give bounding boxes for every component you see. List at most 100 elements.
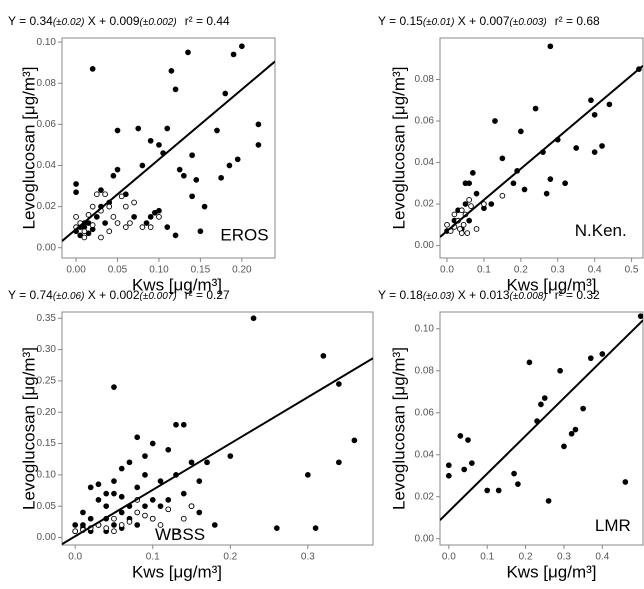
data-point xyxy=(111,490,117,497)
y-tick-label: 0.00 xyxy=(37,242,57,253)
x-tick-label: 0.2 xyxy=(223,552,237,563)
data-point xyxy=(545,498,552,504)
data-point xyxy=(451,211,458,218)
x-tick-label: 0.1 xyxy=(477,265,491,276)
data-point xyxy=(81,228,88,235)
panel: 0.00 0.05 0.10 0.15 0.20 0.00 0.02 0.04 0.06 0.08… xyxy=(8,14,276,294)
data-point xyxy=(111,528,117,535)
data-point xyxy=(127,220,133,226)
y-tick-label: 0.10 xyxy=(37,37,57,48)
equation: Y = 0.74(±0.06) X + 0.002(±0.007) r² = 0.… xyxy=(8,288,230,302)
data-point xyxy=(180,421,187,428)
data-point xyxy=(98,234,104,241)
data-point xyxy=(103,490,110,497)
data-point xyxy=(134,434,141,441)
data-point xyxy=(211,522,218,528)
x-axis-label: Kws [μg/m³] xyxy=(506,562,596,581)
y-tick-label: 0.10 xyxy=(37,469,57,480)
data-point xyxy=(606,101,613,108)
data-point xyxy=(238,43,245,50)
data-point xyxy=(547,176,554,182)
data-point xyxy=(173,528,179,535)
y-tick-label: 0.15 xyxy=(37,438,57,449)
data-point xyxy=(73,181,79,187)
points xyxy=(62,43,275,242)
y-axis-label: Levoglucosan [μg/m³] xyxy=(19,67,38,230)
data-point xyxy=(517,128,524,135)
data-point xyxy=(460,221,467,228)
x-tick-label: 0.15 xyxy=(191,265,211,276)
data-point xyxy=(134,509,141,516)
site-label: LMR xyxy=(595,516,631,535)
data-point xyxy=(134,522,141,528)
data-point xyxy=(320,352,327,359)
regression-line xyxy=(62,357,373,545)
data-point xyxy=(139,162,146,169)
data-point xyxy=(185,49,191,56)
x-tick-label: 0.5 xyxy=(625,265,639,276)
data-point xyxy=(521,186,528,193)
equation-part: (±0.007) xyxy=(140,291,177,302)
plot-frame xyxy=(439,311,644,546)
data-point xyxy=(106,228,113,235)
y-tick-label: 0.05 xyxy=(37,501,57,512)
data-point xyxy=(73,189,79,196)
y-tick-label: 0.02 xyxy=(37,201,57,212)
x-tick-label: 0.0 xyxy=(68,552,82,563)
data-point xyxy=(114,127,121,134)
data-point xyxy=(196,509,203,516)
data-point xyxy=(142,453,148,459)
x-tick-label: 0.0 xyxy=(442,552,456,563)
plot-frame xyxy=(61,311,374,546)
data-point xyxy=(197,228,204,235)
y-axis-label: Levoglucosan [μg/m³] xyxy=(19,347,38,510)
data-point xyxy=(572,426,579,433)
data-point xyxy=(118,522,125,528)
y-tick-label: 0.06 xyxy=(37,119,57,130)
data-point xyxy=(562,180,568,187)
data-point xyxy=(93,191,100,198)
y-tick-label: 0.08 xyxy=(37,78,57,89)
data-point xyxy=(481,201,487,207)
data-point xyxy=(149,440,156,447)
data-point xyxy=(172,86,179,93)
x-axis-label: Kws [μg/m³] xyxy=(506,275,596,294)
equation-part: X + 0.013 xyxy=(454,288,509,302)
data-point xyxy=(172,232,179,239)
data-point xyxy=(156,142,162,148)
regression-line xyxy=(62,60,275,242)
data-point xyxy=(458,207,465,214)
x-tick-label: 0.3 xyxy=(557,552,571,563)
r-squared: r² = 0.32 xyxy=(555,288,600,302)
data-point xyxy=(89,203,96,210)
data-point xyxy=(466,197,473,203)
equation-part: (±0.01) xyxy=(423,17,455,28)
data-point xyxy=(111,478,117,484)
data-point xyxy=(126,518,133,525)
r-squared: r² = 0.68 xyxy=(555,14,600,28)
data-point xyxy=(131,214,137,220)
x-tick-label: 0.1 xyxy=(480,552,494,563)
points xyxy=(440,43,643,238)
r-squared: r² = 0.44 xyxy=(185,14,230,28)
data-point xyxy=(156,207,162,214)
data-point xyxy=(149,515,156,522)
data-point xyxy=(165,497,172,503)
data-point xyxy=(547,43,554,50)
data-point xyxy=(176,166,183,173)
data-point xyxy=(312,525,319,531)
y-tick-label: 0.06 xyxy=(415,407,435,418)
data-point xyxy=(214,127,220,134)
data-point xyxy=(180,515,187,522)
data-point xyxy=(157,478,164,484)
data-point xyxy=(95,481,102,488)
data-point xyxy=(444,221,450,228)
data-point xyxy=(587,355,594,362)
data-point xyxy=(473,226,480,232)
data-point xyxy=(466,180,473,187)
y-tick-label: 0.00 xyxy=(415,240,435,251)
equation-part: Y = 0.15 xyxy=(378,14,423,28)
y-tick-label: 0.02 xyxy=(415,199,435,210)
equation: Y = 0.15(±0.01) X + 0.007(±0.003) r² = 0.… xyxy=(378,14,600,28)
data-point xyxy=(532,105,539,112)
